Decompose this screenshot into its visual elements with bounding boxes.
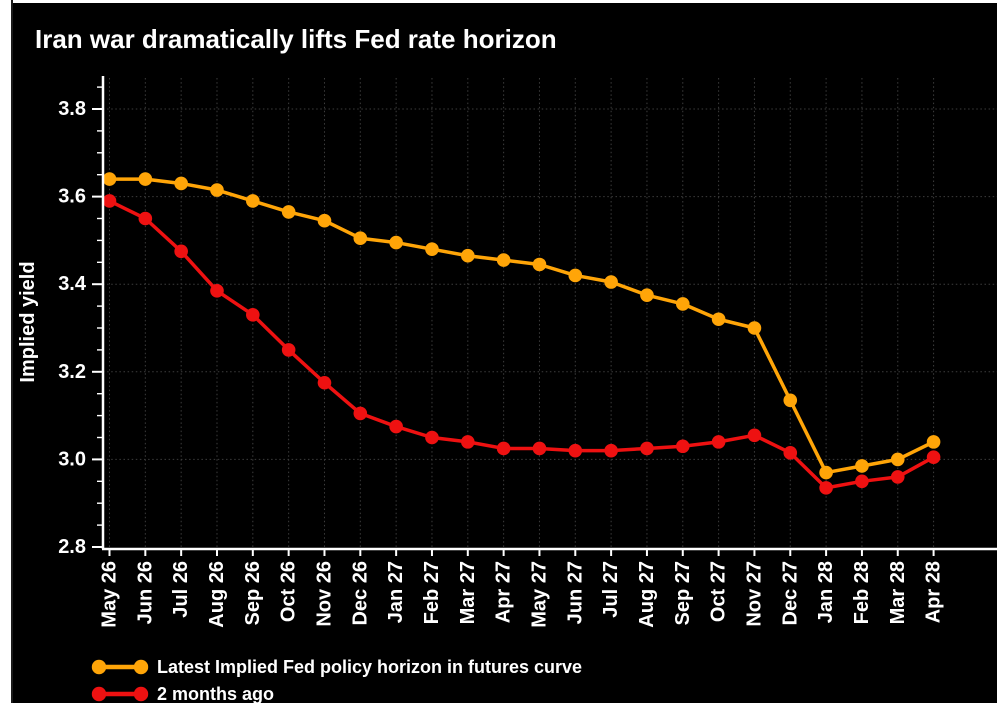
data-point-latest (174, 176, 188, 191)
data-point-latest (138, 172, 153, 186)
data-point-latest (210, 183, 224, 197)
data-point-latest (640, 288, 654, 302)
data-point-latest (281, 205, 296, 219)
series-line-2-months-ago (107, 199, 936, 490)
x-tick-label: Jun 27 (564, 561, 586, 624)
x-tick-label: Sep 26 (242, 561, 264, 625)
series-line-latest (107, 177, 936, 475)
data-point-latest (568, 268, 583, 283)
legend-swatch-2-months-ago-icon (91, 686, 149, 702)
x-tick-label: Sep 27 (672, 561, 694, 625)
x-tick-label: Jan 28 (815, 561, 837, 623)
data-point-latest (425, 242, 439, 256)
data-point-2-months-ago (568, 443, 583, 458)
data-point-latest (819, 465, 833, 480)
data-point-2-months-ago (640, 441, 654, 456)
data-point-latest (389, 235, 403, 250)
x-tick-label: May 27 (528, 561, 550, 628)
data-point-2-months-ago (926, 450, 941, 465)
data-point-2-months-ago (317, 375, 332, 390)
data-point-latest (496, 253, 511, 267)
data-point-2-months-ago (174, 244, 188, 259)
y-tick-label: 3.6 (58, 186, 86, 208)
y-tick-label: 3.0 (58, 448, 86, 470)
legend-item-latest: Latest Implied Fed policy horizon in fut… (88, 656, 583, 677)
x-tick-label: Feb 27 (421, 561, 443, 624)
x-tick-label: Jul 26 (170, 561, 192, 618)
data-point-2-months-ago (353, 406, 368, 421)
data-point-2-months-ago (890, 470, 905, 484)
window-border-top (0, 0, 997, 3)
x-tick-label: Apr 27 (493, 561, 515, 623)
x-tick-label: Oct 27 (708, 561, 730, 622)
x-tick-label: Jan 27 (385, 561, 407, 623)
x-tick-label: Aug 26 (206, 561, 228, 628)
data-point-latest (461, 248, 475, 263)
y-tick-label: 3.2 (58, 361, 86, 383)
data-point-latest (353, 231, 368, 246)
data-point-2-months-ago (747, 428, 762, 443)
x-tick-label: May 26 (99, 561, 121, 628)
data-point-latest (890, 452, 905, 467)
data-point-2-months-ago (496, 441, 511, 456)
data-point-latest (317, 213, 332, 228)
legend: Latest Implied Fed policy horizon in fut… (88, 656, 583, 703)
legend-label-2-months-ago: 2 months ago (157, 683, 275, 703)
data-point-2-months-ago (819, 481, 833, 495)
data-point-2-months-ago (281, 343, 296, 357)
data-point-2-months-ago (675, 439, 690, 454)
data-point-2-months-ago (855, 474, 869, 489)
x-tick-label: Dec 26 (349, 561, 371, 626)
data-point-latest (246, 194, 260, 208)
x-tick-label: Dec 27 (779, 561, 801, 626)
x-tick-label: Nov 27 (743, 561, 765, 627)
data-point-latest (926, 435, 941, 449)
legend-swatch-latest-icon (91, 659, 149, 675)
data-point-latest (532, 257, 547, 272)
x-tick-label: Jul 27 (600, 561, 622, 618)
x-tick-label: Apr 28 (923, 561, 945, 623)
data-point-latest (783, 393, 798, 408)
data-point-latest (855, 459, 869, 473)
data-point-2-months-ago (532, 441, 547, 456)
x-tick-label: Nov 26 (313, 561, 335, 627)
data-point-2-months-ago (783, 446, 798, 460)
data-point-2-months-ago (210, 283, 224, 298)
data-point-latest (747, 321, 762, 335)
data-point-2-months-ago (389, 419, 403, 434)
y-tick-label: 3.4 (58, 273, 87, 295)
y-tick-label: 2.8 (58, 536, 86, 558)
y-axis-label: Implied yield (17, 261, 39, 382)
x-tick-label: Jun 26 (134, 561, 156, 624)
data-point-2-months-ago (604, 443, 618, 458)
legend-label-latest: Latest Implied Fed policy horizon in fut… (157, 656, 583, 677)
x-tick-label: Feb 28 (851, 561, 873, 624)
data-point-2-months-ago (246, 308, 260, 322)
data-point-latest (102, 172, 117, 186)
data-point-latest (711, 312, 726, 327)
data-point-2-months-ago (425, 430, 439, 445)
data-point-2-months-ago (102, 194, 117, 208)
chart-title: Iran war dramatically lifts Fed rate hor… (35, 24, 557, 54)
x-tick-label: Mar 27 (457, 561, 479, 624)
data-point-2-months-ago (461, 435, 475, 449)
data-point-latest (675, 297, 690, 311)
data-point-latest (604, 275, 618, 289)
series-layer (102, 172, 941, 495)
y-tick-label: 3.8 (58, 98, 86, 120)
x-tick-label: Oct 26 (278, 561, 300, 622)
legend-item-2-months-ago: 2 months ago (88, 683, 582, 703)
window-border-left-shadow (11, 0, 13, 703)
x-tick-label: Mar 28 (887, 561, 909, 624)
data-point-2-months-ago (138, 211, 153, 226)
data-point-2-months-ago (711, 435, 726, 449)
axes-layer: 2.8 3.0 3.2 3.4 3.6 3.8 May 26 Jun 26 Jul 26 Aug … (58, 76, 997, 628)
window-border-left (0, 0, 11, 703)
x-tick-label: Aug 27 (636, 561, 658, 628)
